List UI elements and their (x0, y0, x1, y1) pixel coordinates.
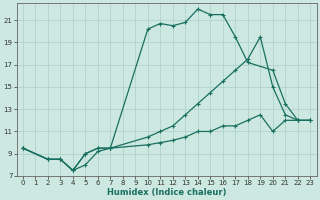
X-axis label: Humidex (Indice chaleur): Humidex (Indice chaleur) (107, 188, 226, 197)
